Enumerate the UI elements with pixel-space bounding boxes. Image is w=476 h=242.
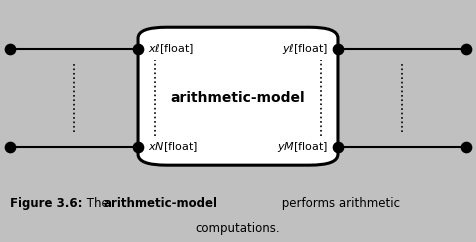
Point xyxy=(463,145,470,149)
Text: $yM$[float]: $yM$[float] xyxy=(277,140,328,154)
Point xyxy=(334,145,342,149)
Text: $xN$[float]: $xN$[float] xyxy=(148,140,198,154)
Text: computations.: computations. xyxy=(196,222,280,235)
Text: performs arithmetic: performs arithmetic xyxy=(278,197,400,210)
Point xyxy=(6,47,13,51)
Text: The: The xyxy=(83,197,113,210)
Text: arithmetic-model: arithmetic-model xyxy=(104,197,218,210)
Text: $x\ell$[float]: $x\ell$[float] xyxy=(148,42,194,56)
Text: Figure 3.6:: Figure 3.6: xyxy=(10,197,82,210)
FancyBboxPatch shape xyxy=(138,27,338,165)
Point xyxy=(334,47,342,51)
Point xyxy=(6,145,13,149)
Text: arithmetic-model: arithmetic-model xyxy=(171,91,305,105)
Point xyxy=(463,47,470,51)
Point xyxy=(134,145,142,149)
Text: $y\ell$[float]: $y\ell$[float] xyxy=(282,42,328,56)
Point xyxy=(134,47,142,51)
